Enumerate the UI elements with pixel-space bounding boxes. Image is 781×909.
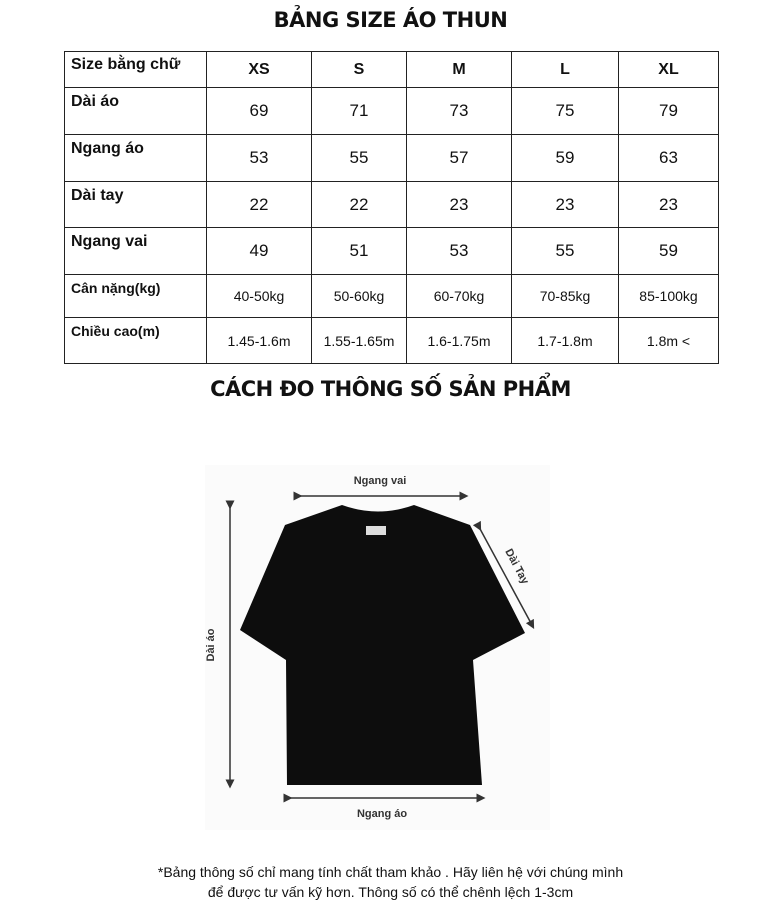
row-label: Cân nặng(kg) xyxy=(64,274,207,318)
table-cell: 79 xyxy=(618,87,719,135)
page-title: BẢNG SIZE ÁO THUN xyxy=(273,8,508,32)
row-label: Dài áo xyxy=(64,87,207,135)
table-cell: 1.55-1.65m xyxy=(311,317,407,364)
table-cell: 22 xyxy=(206,181,312,228)
length-label: Dài áo xyxy=(205,628,217,661)
footer-note-line2: để được tư vấn kỹ hơn. Thông số có thể c… xyxy=(207,884,574,900)
table-cell: 71 xyxy=(311,87,407,135)
table-cell: 1.7-1.8m xyxy=(511,317,619,364)
header-cell: S xyxy=(311,51,407,88)
header-cell: Size bằng chữ xyxy=(64,51,207,88)
table-cell: 57 xyxy=(406,134,512,182)
table-header-row: Size bằng chữ XS S M L XL xyxy=(64,51,719,88)
row-label: Ngang vai xyxy=(64,227,207,275)
table-cell: 59 xyxy=(618,227,719,275)
table-cell: 51 xyxy=(311,227,407,275)
table-row: Cân nặng(kg) 40-50kg 50-60kg 60-70kg 70-85kg… xyxy=(64,274,719,318)
sleeve-arrow xyxy=(472,520,535,629)
table-cell: 1.45-1.6m xyxy=(206,317,312,364)
table-cell: 23 xyxy=(511,181,619,228)
table-row: Chiều cao(m) 1.45-1.6m 1.55-1.65m 1.6-1.75m… xyxy=(64,317,719,364)
table-cell: 1.8m < xyxy=(618,317,719,364)
table-cell: 23 xyxy=(406,181,512,228)
table-cell: 85-100kg xyxy=(618,274,719,318)
section-title: CÁCH ĐO THÔNG SỐ SẢN PHẨM xyxy=(210,377,571,401)
table-row: Ngang vai 49 51 53 55 59 xyxy=(64,227,719,275)
footer-note-line1: *Bảng thông số chỉ mang tính chất tham k… xyxy=(157,864,624,880)
header-cell: XL xyxy=(618,51,719,88)
table-cell: 59 xyxy=(511,134,619,182)
table-row: Dài áo 69 71 73 75 79 xyxy=(64,87,719,135)
table-cell: 23 xyxy=(618,181,719,228)
shirt-tag xyxy=(366,526,386,535)
table-cell: 73 xyxy=(406,87,512,135)
table-row: Dài tay 22 22 23 23 23 xyxy=(64,181,719,228)
header-cell: XS xyxy=(206,51,312,88)
table-cell: 69 xyxy=(206,87,312,135)
table-cell: 50-60kg xyxy=(311,274,407,318)
row-label: Dài tay xyxy=(64,181,207,228)
table-cell: 1.6-1.75m xyxy=(406,317,512,364)
width-label: Ngang áo xyxy=(357,808,407,820)
table-cell: 49 xyxy=(206,227,312,275)
table-cell: 60-70kg xyxy=(406,274,512,318)
size-table: Size bằng chữ XS S M L XL Dài áo 69 71 73 75… xyxy=(64,51,719,364)
shoulder-label: Ngang vai xyxy=(354,475,407,487)
row-label: Ngang áo xyxy=(64,134,207,182)
table-cell: 53 xyxy=(206,134,312,182)
table-cell: 55 xyxy=(311,134,407,182)
tshirt-image xyxy=(240,505,525,785)
table-cell: 40-50kg xyxy=(206,274,312,318)
